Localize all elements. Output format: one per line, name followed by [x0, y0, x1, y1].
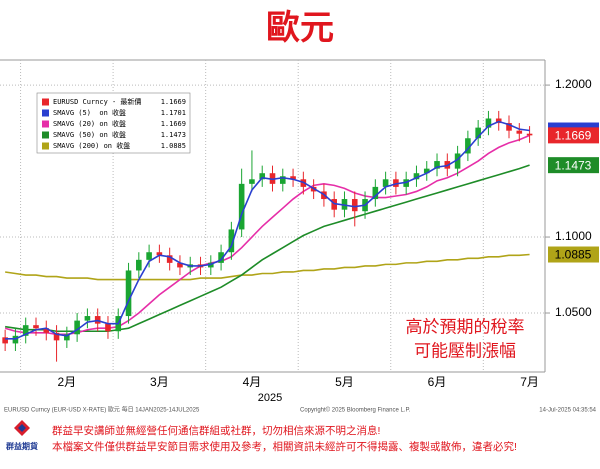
annotation: 可能壓制漲幅	[414, 341, 516, 360]
ma-line	[5, 120, 530, 340]
candle-body	[84, 316, 91, 321]
candle-body	[146, 252, 152, 260]
legend-swatch	[42, 98, 49, 106]
candle-body	[423, 168, 430, 174]
candle-body	[485, 118, 492, 128]
candle-body	[22, 325, 29, 336]
legend-label: SMAVG (5) on 收盤	[53, 108, 126, 117]
candle-body	[53, 332, 60, 341]
candle-body	[290, 176, 296, 180]
x-tick-label: 7月	[520, 375, 539, 389]
candle-body	[454, 153, 461, 169]
legend-label: EURUSD Curncy - 最新價	[53, 97, 141, 106]
candle-body	[279, 176, 286, 184]
candle-body	[136, 259, 142, 271]
value-tag: 1.1669	[555, 129, 592, 143]
candle-body	[2, 337, 8, 344]
candle-body	[372, 186, 379, 200]
disclaimer: 本檔案文件僅供群益早安節目需求使用及參考，相關資訊未經許可不得揭露、複製或散佈，…	[52, 440, 517, 453]
candle-body	[351, 199, 358, 212]
x-axis-label: 2025	[258, 392, 282, 404]
disclaimer: 群益早安講師並無經營任何通信群組或社群，切勿相信來源不明之消息!	[52, 424, 380, 437]
value-tag: 1.1473	[555, 158, 592, 172]
candle-body	[465, 138, 471, 154]
y-tick-label: 1.0500	[555, 305, 592, 319]
candle-body	[475, 127, 481, 139]
value-tag: 1.0885	[555, 248, 592, 262]
y-tick-label: 1.2000	[555, 77, 592, 91]
annotation: 高於預期的稅率	[406, 317, 525, 336]
candle-body	[238, 183, 245, 230]
timestamp: 14-Jul-2025 04:35:54	[539, 408, 596, 414]
candle-body	[125, 270, 132, 317]
value-tag-box	[548, 157, 599, 174]
x-tick-label: 3月	[150, 375, 169, 389]
ma-line	[5, 164, 530, 333]
x-tick-label: 6月	[428, 375, 447, 389]
candle-body	[156, 252, 163, 256]
legend-swatch	[42, 131, 49, 139]
ma-line	[4, 134, 530, 336]
logo-text: 群益期貨	[5, 441, 38, 451]
legend-label: SMAVG (200) on 收盤	[53, 141, 130, 150]
title: 歐元	[266, 9, 334, 47]
candle-body	[43, 328, 50, 333]
candle-body	[64, 334, 70, 341]
legend-value: 1.1669	[161, 98, 186, 106]
candle-body	[434, 161, 440, 169]
candle-body	[506, 123, 512, 131]
value-tag-box	[548, 246, 599, 263]
legend-swatch	[42, 109, 49, 117]
candle-body	[516, 130, 523, 134]
logo-mark	[18, 424, 26, 432]
candle-body	[33, 325, 39, 329]
candle-body	[382, 179, 389, 187]
candle-body	[413, 173, 420, 180]
legend-swatch	[42, 142, 49, 150]
candle-body	[218, 252, 224, 263]
x-tick-label: 5月	[335, 375, 354, 389]
x-tick-label: 2月	[57, 375, 76, 389]
ma-line	[5, 253, 530, 281]
candle-body	[105, 323, 111, 332]
candle-body	[177, 262, 183, 268]
candle-body	[259, 173, 266, 180]
y-tick-label: 1.1000	[555, 229, 592, 243]
legend-value: 1.1669	[161, 120, 186, 128]
legend-label: SMAVG (20) on 收盤	[53, 119, 126, 128]
legend-value: 1.0885	[161, 142, 186, 150]
candle-body	[249, 179, 255, 184]
candle-body	[166, 255, 173, 263]
copyright: Copyright© 2025 Bloomberg Finance L.P.	[300, 407, 411, 414]
legend-box	[36, 92, 191, 154]
candle-body	[228, 229, 235, 253]
candle-body	[526, 133, 533, 136]
legend-value: 1.1701	[161, 109, 186, 117]
legend-swatch	[42, 120, 49, 128]
legend-value: 1.1473	[161, 131, 186, 139]
source: EURUSD Curncy (EUR-USD X-RATE) 歐元 每日 14J…	[4, 406, 200, 414]
candle-body	[74, 320, 80, 335]
x-tick-label: 4月	[243, 375, 262, 389]
legend-label: SMAVG (50) on 收盤	[53, 130, 126, 139]
legend: EURUSD Curncy - 最新價 1.1669 SMAVG (5) on 收盤…	[36, 92, 191, 154]
value-tag-box	[548, 127, 599, 144]
